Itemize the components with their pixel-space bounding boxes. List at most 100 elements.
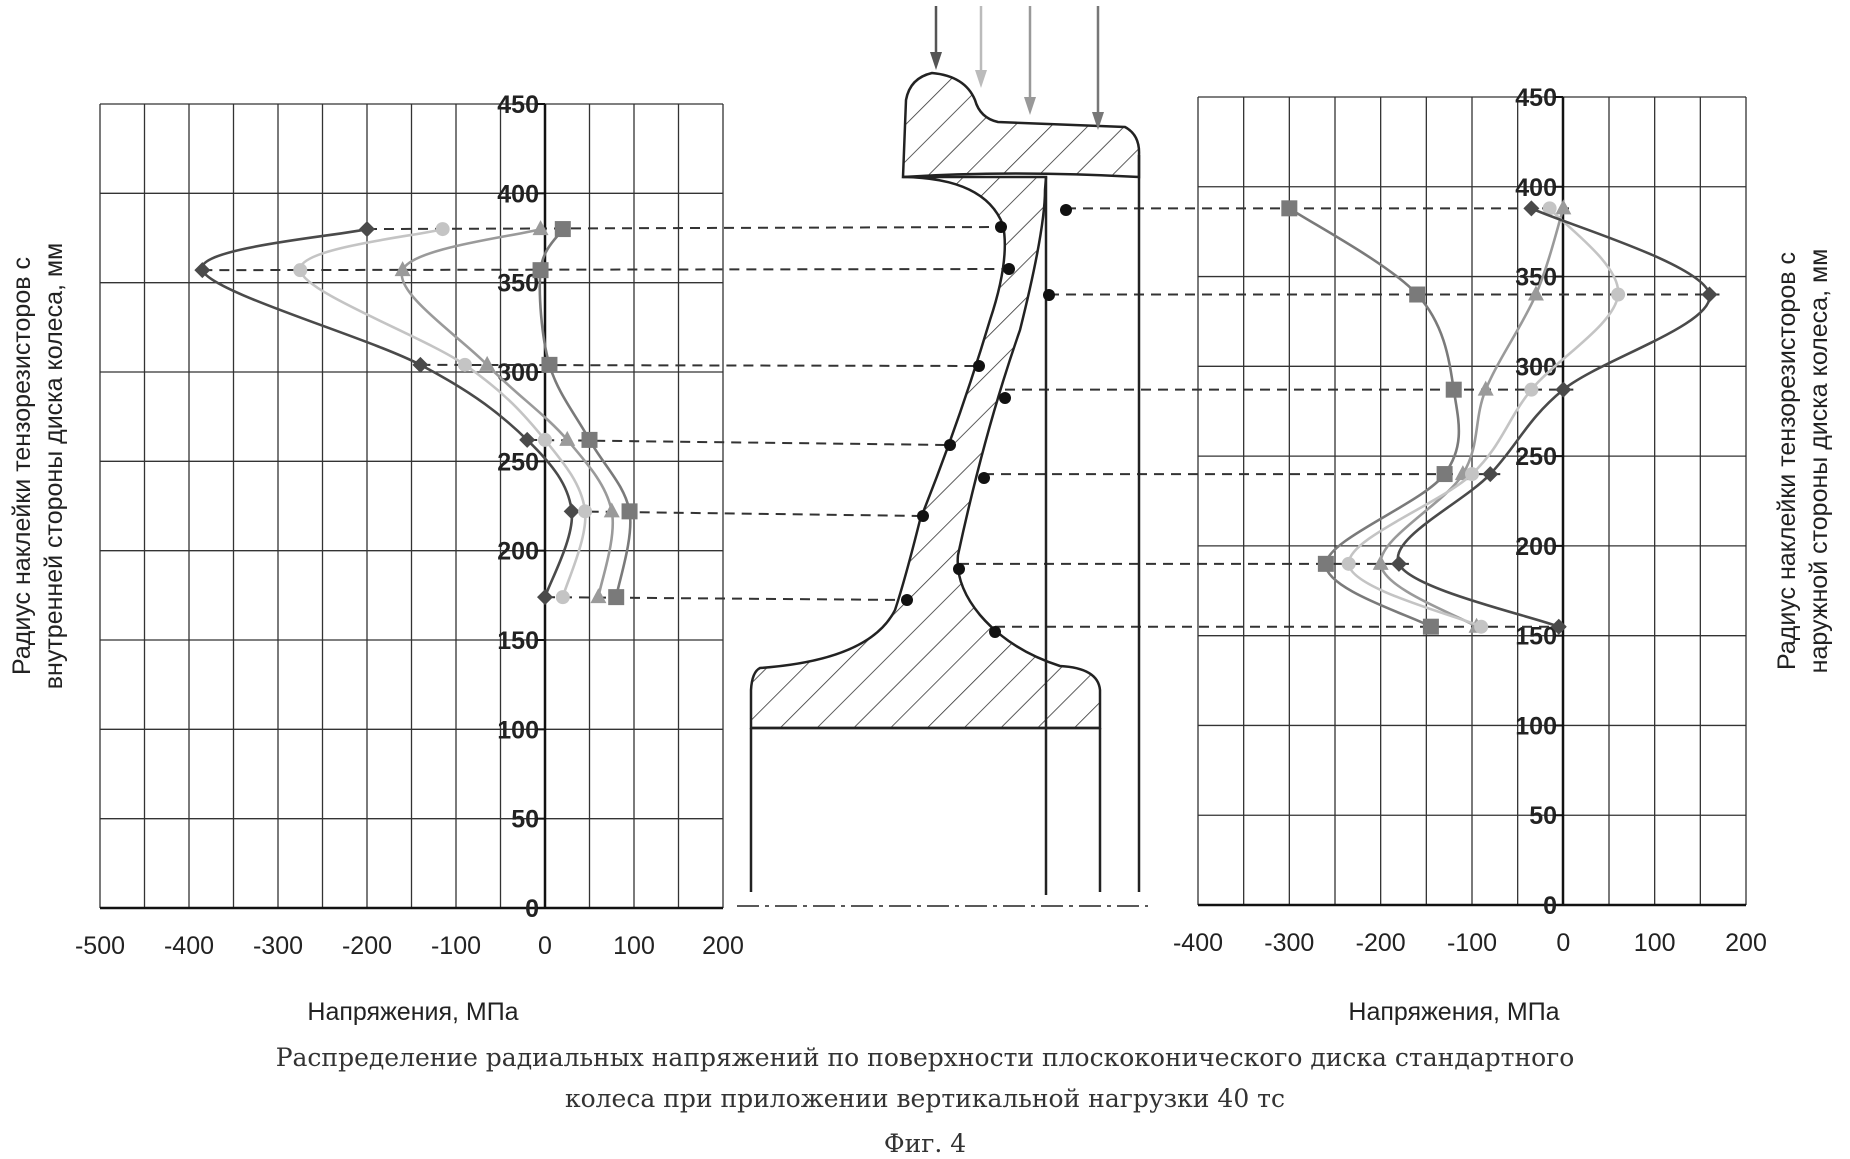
y-tick-label: 400 [497,180,539,208]
y-tick-label: 300 [1515,353,1557,381]
data-point-triangle [604,502,620,517]
x-tick-label: 0 [1556,929,1570,957]
y-axis-title-line: Радиус наклейки тензорезисторов с [1773,252,1801,670]
x-tick-label: -500 [75,932,125,960]
data-point-circle [578,504,592,518]
web-section [751,177,1100,728]
y-axis-title-line: наружной стороны диска колеса, мм [1805,249,1833,674]
x-tick-label: -300 [1264,929,1314,957]
gauge-point [978,472,990,484]
y-tick-label: 100 [497,716,539,744]
rim-section [903,73,1139,177]
figure-number: Фиг. 4 [884,1129,966,1158]
gauge-point [1060,204,1072,216]
x-axis-title: Напряжения, МПа [307,998,518,1026]
data-point-square [1281,200,1297,216]
connector-dashed-line [202,269,1009,270]
arrow-down-icon [1024,97,1036,115]
gauge-point [1003,263,1015,275]
y-tick-label: 150 [497,627,539,655]
gauge-point [1043,289,1055,301]
data-point-square [1437,466,1453,482]
x-axis-title: Напряжения, МПа [1348,998,1559,1026]
y-tick-label: 300 [497,359,539,387]
data-point-diamond [564,503,580,519]
data-point-diamond [359,221,375,237]
gauge-point [995,221,1007,233]
data-point-square [1318,556,1334,572]
x-tick-label: -200 [1356,929,1406,957]
data-point-circle [538,433,552,447]
y-tick-label: 150 [1515,623,1557,651]
data-point-triangle [1555,199,1571,214]
data-point-circle [1611,288,1625,302]
data-point-square [1409,287,1425,303]
caption-line-2: колеса при приложении вертикальной нагру… [565,1084,1285,1113]
y-axis-title-line: Радиус наклейки тензорезисторов с [8,257,36,675]
y-tick-label: 50 [511,806,539,834]
data-point-circle [458,358,472,372]
connector-dashed-line [367,227,1001,229]
x-tick-label: -200 [342,932,392,960]
y-tick-label: 450 [1515,84,1557,112]
caption-line-1: Распределение радиальных напряжений по п… [276,1043,1575,1072]
data-point-circle [1342,557,1356,571]
y-tick-label: 450 [497,91,539,119]
y-tick-label: 200 [497,538,539,566]
x-tick-label: -400 [164,932,214,960]
data-point-circle [436,222,450,236]
data-point-square [608,589,624,605]
data-point-triangle [590,588,606,603]
series-line-square [540,229,631,597]
data-point-triangle [1478,381,1494,396]
data-point-diamond [1701,287,1717,303]
gauge-point [989,626,1001,638]
outer-side-chart: -400 -300 -200 -100 0 100 200 0 50 100 150 200 250 30… [959,84,1833,1026]
series-line-circle [300,229,585,597]
y-tick-label: 200 [1515,533,1557,561]
x-tick-label: -300 [253,932,303,960]
figure: -500 -400 -300 -200 -100 0 100 200 0 50 100 150 200 2… [0,0,1850,1159]
data-point-square [582,432,598,448]
y-tick-label: 400 [1515,174,1557,202]
arrow-down-icon [930,52,942,70]
x-tick-label: 200 [702,932,744,960]
inner-side-chart: -500-400-300-200-10001002000501001502002… [8,91,1009,1026]
data-point-square [533,262,549,278]
data-point-circle [293,263,307,277]
y-tick-label: 250 [1515,443,1557,471]
x-tick-label: -100 [1447,929,1497,957]
y-tick-label: 100 [1515,712,1557,740]
wheel-cross-section-diagram [737,73,1148,906]
arrow-down-icon [975,70,987,88]
x-tick-label: -400 [1173,929,1223,957]
x-tick-label: 100 [613,932,655,960]
data-point-circle [1465,467,1479,481]
gauge-point [901,594,913,606]
data-point-circle [1474,620,1488,634]
data-point-diamond [412,357,428,373]
data-point-square [541,357,557,373]
data-point-square [1423,619,1439,635]
gauge-point [953,563,965,575]
data-point-circle [556,590,570,604]
data-point-square [1446,382,1462,398]
y-tick-label: 50 [1529,802,1557,830]
x-tick-label: 200 [1725,929,1767,957]
y-tick-label: 0 [1543,892,1557,920]
data-point-square [555,221,571,237]
data-point-circle [1524,383,1538,397]
gauge-point [973,360,985,372]
x-tick-label: 100 [1634,929,1676,957]
x-tick-label: -100 [431,932,481,960]
data-point-diamond [537,589,553,605]
data-point-triangle [1373,555,1389,570]
gauge-point [917,510,929,522]
data-point-square [622,503,638,519]
y-axis-title-line: внутренней стороны диска колеса, мм [40,243,68,690]
y-tick-label: 250 [497,448,539,476]
data-point-diamond [1523,200,1539,216]
y-tick-label: 0 [525,895,539,923]
gauge-point [999,392,1011,404]
gauge-point [944,439,956,451]
